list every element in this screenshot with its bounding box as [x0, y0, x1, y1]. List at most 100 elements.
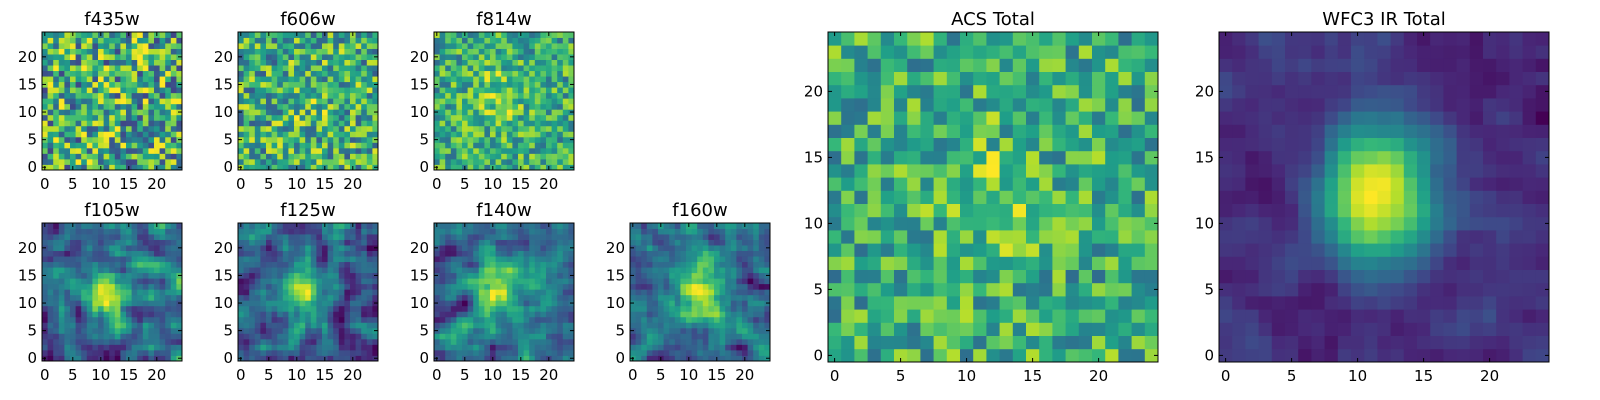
heatmap-pixel: [495, 322, 502, 329]
heatmap-pixel: [159, 103, 166, 110]
heatmap-pixel: [366, 272, 373, 279]
heatmap-pixel: [333, 250, 340, 257]
heatmap-pixel: [277, 92, 284, 99]
heatmap-pixel: [658, 344, 664, 351]
heatmap-pixel: [53, 261, 60, 268]
heatmap-pixel: [1039, 190, 1053, 204]
heatmap-pixel: [338, 267, 345, 274]
heatmap-pixel: [53, 256, 60, 263]
heatmap-pixel: [540, 294, 547, 301]
heatmap-pixel: [546, 109, 552, 116]
heatmap-pixel: [243, 164, 250, 171]
heatmap-pixel: [742, 311, 748, 318]
heatmap-pixel: [719, 322, 726, 329]
heatmap-pixel: [243, 81, 250, 88]
heatmap-pixel: [260, 109, 267, 116]
y-tick-label: 5: [419, 131, 429, 149]
heatmap-pixel: [714, 311, 720, 318]
heatmap-pixel: [641, 338, 648, 345]
heatmap-pixel: [249, 294, 256, 301]
heatmap-pixel: [266, 48, 272, 55]
heatmap-pixel: [546, 267, 552, 274]
y-tick-label: 5: [419, 322, 429, 340]
heatmap-pixel: [316, 344, 323, 351]
heatmap-pixel: [501, 300, 508, 307]
heatmap-pixel: [277, 289, 284, 296]
heatmap-pixel: [484, 59, 491, 66]
heatmap-pixel: [736, 278, 743, 285]
heatmap-pixel: [316, 153, 323, 160]
heatmap-pixel: [518, 322, 524, 329]
heatmap-pixel: [462, 234, 468, 240]
heatmap-pixel: [534, 114, 541, 121]
heatmap-pixel: [238, 234, 244, 240]
heatmap-pixel: [254, 109, 261, 116]
heatmap-pixel: [534, 223, 541, 229]
heatmap-pixel: [271, 223, 278, 229]
heatmap-pixel: [75, 153, 82, 160]
heatmap-pixel: [338, 289, 345, 296]
heatmap-pixel: [523, 32, 530, 38]
heatmap-pixel: [523, 125, 530, 132]
heatmap-pixel: [260, 311, 267, 318]
heatmap-pixel: [64, 164, 71, 171]
heatmap-pixel: [478, 283, 485, 290]
heatmap-pixel: [946, 256, 961, 270]
heatmap-pixel: [439, 158, 446, 165]
heatmap-pixel: [294, 256, 300, 263]
heatmap-pixel: [98, 294, 104, 301]
heatmap-pixel: [523, 300, 530, 307]
heatmap-pixel: [126, 234, 132, 240]
heatmap-pixel: [170, 305, 177, 312]
heatmap-pixel: [86, 81, 93, 88]
heatmap-pixel: [75, 103, 82, 110]
heatmap-pixel: [506, 136, 513, 143]
heatmap-pixel: [355, 245, 362, 251]
heatmap-pixel: [120, 355, 127, 362]
heatmap-pixel: [70, 48, 76, 55]
heatmap-pixel: [674, 283, 681, 290]
heatmap-pixel: [540, 120, 547, 127]
heatmap-pixel: [462, 54, 468, 60]
heatmap-pixel: [557, 283, 564, 290]
x-tick-label: 20: [147, 366, 166, 384]
heatmap-pixel: [355, 70, 362, 77]
heatmap-pixel: [686, 245, 692, 251]
heatmap-pixel: [506, 245, 513, 251]
heatmap-pixel: [131, 37, 138, 44]
heatmap-pixel: [294, 54, 300, 60]
heatmap-pixel: [165, 153, 172, 160]
heatmap-pixel: [1039, 164, 1053, 178]
heatmap-pixel: [81, 294, 88, 301]
heatmap-pixel: [484, 125, 491, 132]
heatmap-pixel: [254, 283, 261, 290]
axes-frame: [629, 222, 771, 362]
heatmap-pixel: [131, 223, 138, 229]
heatmap-pixel: [120, 311, 127, 318]
heatmap-pixel: [137, 37, 144, 44]
heatmap-pixel: [316, 355, 323, 362]
heatmap-pixel: [736, 283, 743, 290]
heatmap-pixel: [154, 344, 160, 351]
heatmap-pixel: [725, 316, 732, 323]
heatmap-pixel: [42, 316, 48, 323]
heatmap-pixel: [445, 59, 452, 66]
heatmap-pixel: [114, 300, 121, 307]
heatmap-pixel: [529, 245, 536, 251]
heatmap-pixel: [1144, 216, 1159, 231]
heatmap-pixel: [523, 283, 530, 290]
heatmap-pixel: [630, 349, 636, 356]
heatmap-pixel: [47, 267, 54, 274]
heatmap-pixel: [512, 125, 519, 132]
heatmap-pixel: [361, 250, 368, 257]
heatmap-pixel: [238, 289, 244, 296]
heatmap-pixel: [316, 136, 323, 143]
heatmap-pixel: [165, 92, 172, 99]
heatmap-pixel: [484, 327, 491, 334]
heatmap-pixel: [350, 267, 356, 274]
heatmap-pixel: [501, 322, 508, 329]
heatmap-pixel: [484, 294, 491, 301]
heatmap-pixel: [714, 327, 720, 334]
heatmap-pixel: [148, 158, 155, 165]
heatmap-pixel: [946, 309, 961, 323]
